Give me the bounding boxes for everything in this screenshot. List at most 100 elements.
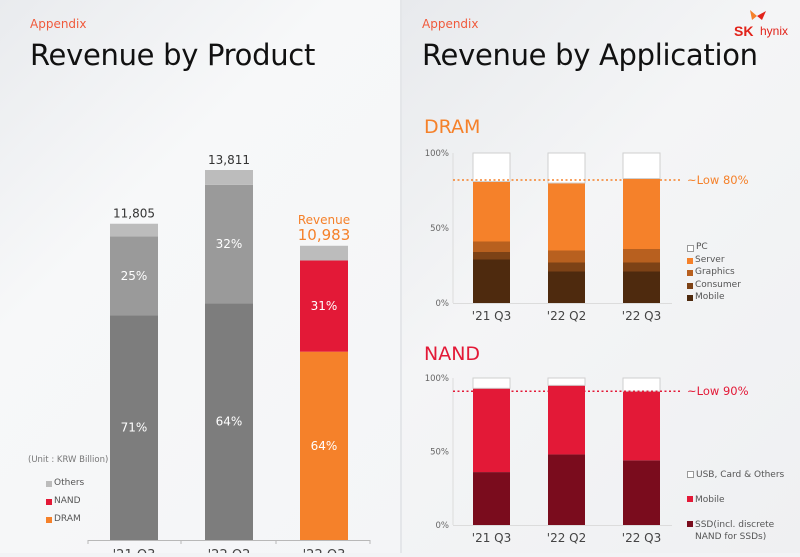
legend-label: Mobile bbox=[695, 495, 725, 506]
legend-label: SSD(incl. discrete NAND for SSDs) bbox=[695, 520, 775, 543]
bar-segment-ssd-incl-discrete-nand-for-ssds bbox=[548, 454, 585, 525]
bar-segment-consumer bbox=[623, 262, 660, 272]
bar-segment-others bbox=[205, 170, 253, 185]
bar-segment-usb-card-others bbox=[622, 377, 661, 392]
bar-segment-graphics bbox=[623, 249, 660, 263]
bar-segment-usb-card-others bbox=[472, 377, 511, 389]
page-title: Revenue by Application bbox=[422, 38, 758, 72]
legend-swatch bbox=[46, 499, 52, 505]
total-label: 13,811 bbox=[208, 153, 250, 167]
bar-segment-mobile bbox=[548, 385, 585, 455]
legend-label: Consumer bbox=[695, 279, 741, 290]
legend-label: PC bbox=[696, 242, 708, 252]
revenue-caption: Revenue bbox=[298, 213, 350, 227]
logo-product: hynix bbox=[760, 24, 789, 38]
logo-brand: SK bbox=[734, 23, 754, 39]
legend-swatch bbox=[687, 270, 693, 276]
segment-label: 64% bbox=[311, 439, 338, 453]
legend-label: Others bbox=[54, 478, 85, 488]
y-tick-label: 100% bbox=[425, 149, 449, 159]
bar-segment-graphics bbox=[473, 241, 510, 252]
bar-segment-dram bbox=[110, 315, 158, 540]
revenue-by-product-chart: 71% 25% 11,805 '21 Q3 64% 32% 13,811 '22 Q2 64% 3… bbox=[87, 153, 371, 553]
bar-segment-ssd-incl-discrete-nand-for-ssds bbox=[623, 460, 660, 525]
legend-item-dram: DRAM bbox=[46, 515, 84, 524]
bar-segment-dram bbox=[300, 351, 348, 540]
appendix-label: Appendix bbox=[422, 17, 479, 31]
reference-line-label: ~Low 80% bbox=[687, 173, 749, 187]
nand-legend: USB, Card & Others Mobile SSD(incl. discre… bbox=[687, 469, 784, 557]
dram-chart: 0% 50% 100% '21 Q3 '22 Q2 '22 Q3 ~Low 80% bbox=[425, 149, 749, 323]
x-tick-label: '22 Q2 bbox=[208, 548, 251, 553]
legend-item-others: Others bbox=[46, 479, 84, 488]
legend-swatch bbox=[687, 521, 693, 528]
x-tick-label: '21 Q3 bbox=[113, 548, 156, 553]
total-label: 10,983 bbox=[298, 226, 351, 244]
legend-swatch bbox=[687, 245, 694, 252]
bar-segment-pc bbox=[472, 152, 511, 182]
segment-label: 64% bbox=[216, 415, 243, 429]
bar-segment-mobile bbox=[623, 391, 660, 461]
bar-segment-pc bbox=[622, 152, 661, 179]
bar-segment-others bbox=[110, 223, 158, 237]
bar-segment-server bbox=[473, 181, 510, 242]
legend-label: Mobile bbox=[695, 292, 725, 302]
nand-section-title: NAND bbox=[424, 343, 481, 365]
bar-segment-consumer bbox=[473, 252, 510, 260]
legend-item-pc: PC bbox=[687, 243, 741, 252]
revenue-by-application-charts: 0% 50% 100% '21 Q3 '22 Q2 '22 Q3 ~Low 80% 0% 50%… bbox=[425, 149, 749, 545]
nand-chart: 0% 50% 100% '21 Q3 '22 Q2 '22 Q3 ~Low 90% bbox=[425, 374, 749, 545]
y-tick-label: 50% bbox=[430, 448, 449, 458]
legend-label: Graphics bbox=[695, 267, 735, 277]
x-tick-label: '22 Q3 bbox=[622, 531, 661, 545]
legend-item-mobile: Mobile bbox=[687, 293, 741, 302]
legend-item-usb-card-others: USB, Card & Others bbox=[687, 469, 784, 481]
legend-item-consumer: Consumer bbox=[687, 279, 741, 290]
bar-segment-graphics bbox=[548, 250, 585, 263]
bar-segment-mobile bbox=[623, 271, 660, 303]
product-legend: Others NAND DRAM bbox=[46, 479, 84, 533]
x-tick-label: '21 Q3 bbox=[472, 531, 511, 545]
legend-swatch bbox=[687, 282, 693, 289]
legend-swatch bbox=[687, 295, 693, 301]
bar-segment-nand bbox=[110, 236, 158, 316]
bar-segment-nand bbox=[205, 184, 253, 304]
segment-label: 32% bbox=[216, 237, 243, 251]
y-tick-label: 0% bbox=[436, 299, 450, 309]
legend-item-ssd-incl-discrete: SSD(incl. discrete NAND for SSDs) bbox=[687, 519, 784, 543]
legend-swatch bbox=[687, 257, 693, 264]
bar-segment-dram bbox=[205, 303, 253, 540]
total-label: 11,805 bbox=[113, 207, 155, 221]
bar-segment-server bbox=[623, 178, 660, 249]
bar-segment-consumer bbox=[548, 262, 585, 272]
sk-hynix-logo: SK hynix bbox=[732, 6, 792, 42]
bar-segment-usb-card-others bbox=[547, 377, 586, 386]
legend-label: DRAM bbox=[54, 514, 81, 524]
bar-segment-mobile bbox=[473, 388, 510, 473]
legend-swatch bbox=[46, 517, 52, 523]
bar-segment-mobile bbox=[548, 271, 585, 303]
y-tick-label: 50% bbox=[430, 224, 449, 234]
bar-segment-nand bbox=[300, 260, 348, 352]
legend-swatch bbox=[687, 471, 694, 478]
legend-item-graphics: Graphics bbox=[687, 268, 741, 277]
segment-label: 71% bbox=[121, 421, 148, 435]
x-tick-label: '22 Q3 bbox=[622, 309, 661, 323]
legend-item-server: Server bbox=[687, 255, 741, 265]
revenue-by-product-panel: Appendix Revenue by Product 71% 25% 11,805… bbox=[0, 0, 400, 553]
page-title: Revenue by Product bbox=[30, 38, 316, 72]
segment-label: 25% bbox=[121, 269, 148, 283]
dram-section-title: DRAM bbox=[424, 116, 481, 138]
bar-segment-others bbox=[300, 245, 348, 261]
bar-segment-pc bbox=[547, 152, 586, 184]
x-tick-label: '22 Q3 bbox=[303, 548, 346, 553]
bar-segment-ssd-incl-discrete-nand-for-ssds bbox=[473, 472, 510, 525]
appendix-label: Appendix bbox=[30, 17, 87, 31]
segment-label: 31% bbox=[311, 299, 338, 313]
legend-item-nand: NAND bbox=[46, 497, 84, 506]
x-tick-label: '22 Q2 bbox=[547, 531, 586, 545]
y-tick-label: 100% bbox=[425, 374, 449, 384]
revenue-by-application-panel: Appendix Revenue by Application SK hynix… bbox=[400, 0, 800, 553]
legend-label: NAND bbox=[54, 496, 81, 506]
butterfly-icon bbox=[750, 10, 766, 20]
